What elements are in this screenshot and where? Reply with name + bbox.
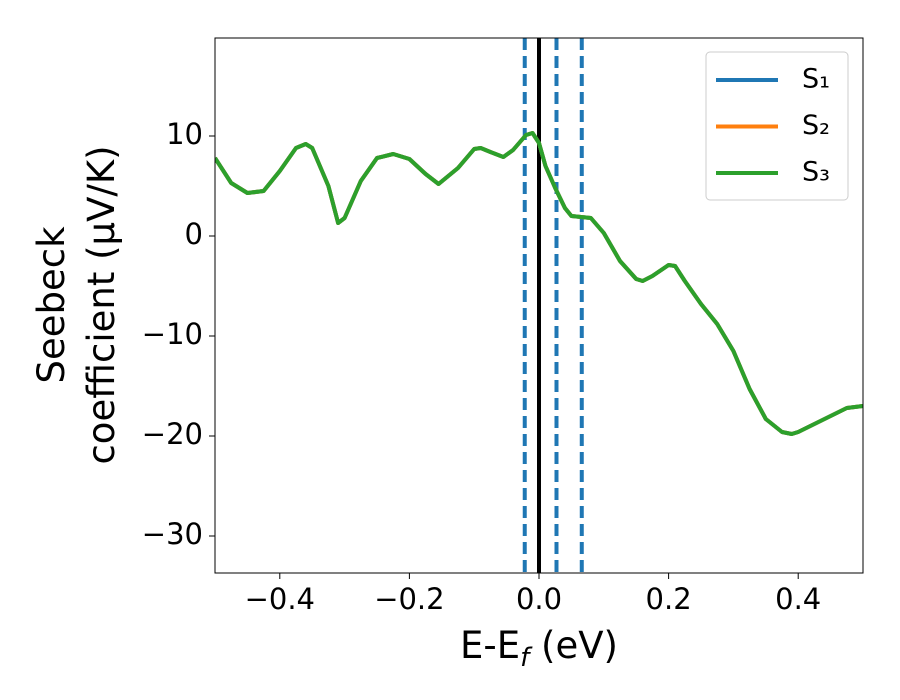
series-line xyxy=(215,131,863,436)
x-axis-label: E-Ef (eV) xyxy=(460,624,618,673)
y-axis-label: Seebeck xyxy=(30,226,73,384)
x-label-part: (eV) xyxy=(529,624,618,667)
x-tick-label: 0.4 xyxy=(775,582,821,616)
x-tick-label: 0.0 xyxy=(516,582,562,616)
x-label-part: E-E xyxy=(460,624,520,667)
legend-label: S₁ xyxy=(802,64,830,95)
y-tick-label: −10 xyxy=(142,317,203,351)
plot-area xyxy=(215,38,863,573)
x-tick-label: −0.4 xyxy=(245,582,315,616)
y-tick-label: −30 xyxy=(142,517,203,551)
y-axis-label: coefficient (μV/K) xyxy=(80,145,123,464)
x-tick-label: −0.2 xyxy=(374,582,444,616)
legend-label: S₂ xyxy=(802,110,830,141)
y-tick-label: 0 xyxy=(185,217,203,251)
legend-label: S₃ xyxy=(802,157,830,188)
y-tick-label: −20 xyxy=(142,417,203,451)
y-tick-label: 10 xyxy=(166,117,203,151)
x-tick-label: 0.2 xyxy=(646,582,692,616)
